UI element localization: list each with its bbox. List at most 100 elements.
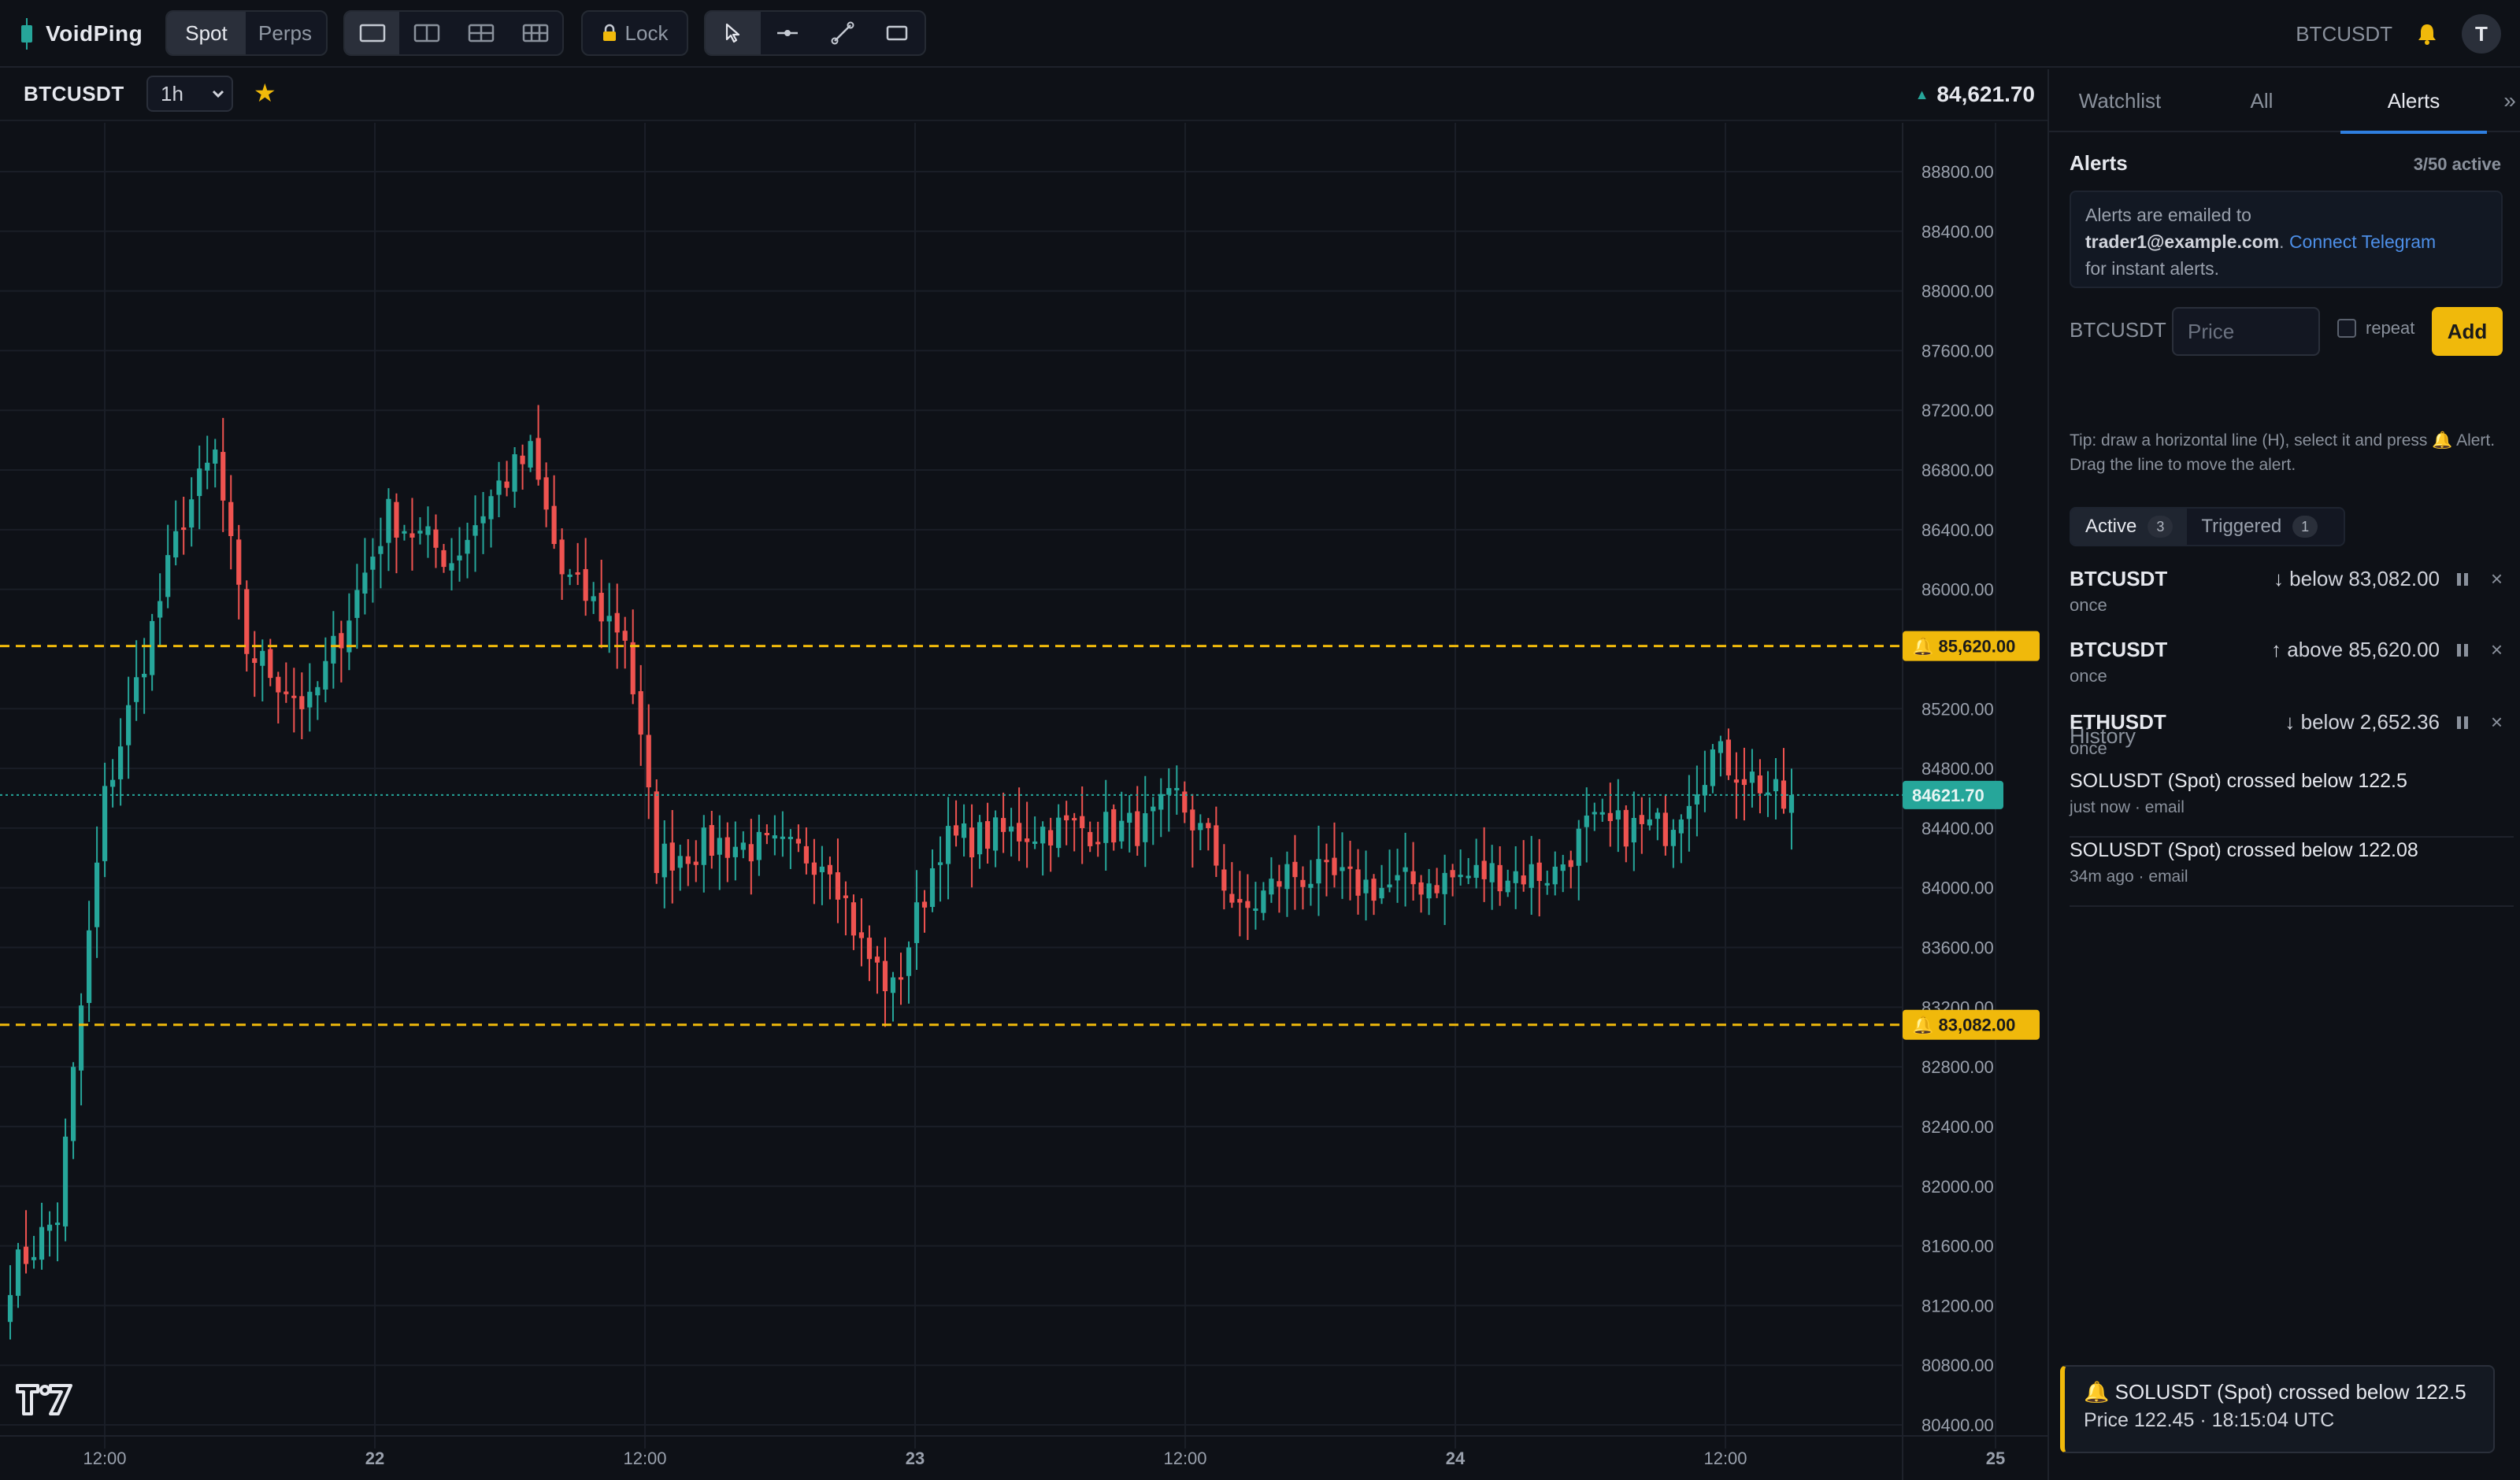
alert-condition: ↑ above 85,620.00 [2271,638,2440,661]
horizontal-line-tool-button[interactable] [761,12,816,54]
candle-body [811,862,817,875]
tab-all[interactable]: All [2250,88,2274,113]
candle-body [1773,779,1779,792]
lock-button[interactable]: Lock [583,12,687,54]
candle-body [1544,882,1550,886]
alert-frequency: once [2070,666,2107,686]
market-tab-spot[interactable]: Spot [167,12,246,54]
grid-six-layout-button[interactable] [508,12,562,54]
candle-body [1599,812,1605,815]
chart-symbol[interactable]: BTCUSDT [24,82,124,105]
tab-alerts[interactable]: Alerts [2340,69,2487,134]
candle-body [7,1295,13,1323]
candle-body [1088,831,1093,846]
candle-body [1473,864,1479,879]
candle-body [1040,827,1046,844]
x-axis-tick-label: 12:00 [83,1449,126,1468]
candle-body [748,844,754,862]
candle-body [1032,841,1038,844]
candle-body [1749,771,1755,783]
alert-toast[interactable]: 🔔 SOLUSDT (Spot) crossed below 122.5 Pri… [2060,1365,2495,1453]
candle-body [410,533,415,538]
candle-body [1576,828,1581,866]
grid-four-layout-button[interactable] [454,12,508,54]
candle-body [1718,741,1724,753]
favorite-star-icon[interactable]: ★ [254,79,276,107]
tab-triggered-alerts[interactable]: Triggered 1 [2187,509,2332,545]
pause-icon[interactable] [2457,573,2470,586]
close-icon[interactable]: × [2490,567,2503,590]
candle-body [1686,805,1692,820]
avatar[interactable]: T [2462,14,2501,54]
top-right-controls: BTCUSDT T [2296,14,2501,54]
alerts-info-box: Alerts are emailed to trader1@example.co… [2070,191,2503,288]
candle-body [1025,838,1030,842]
candle-body [504,481,510,488]
candle-body [102,786,108,861]
collapse-panel-icon[interactable]: » [2503,88,2516,113]
horizontal-line-icon [777,30,799,36]
single-layout-button[interactable] [345,12,399,54]
candle-body [898,977,904,980]
market-tab-perps[interactable]: Perps [258,20,312,45]
candle-body [701,827,706,865]
cursor-tool-button[interactable] [706,12,761,54]
repeat-option[interactable]: repeat [2337,318,2414,339]
tab-watchlist[interactable]: Watchlist [2078,88,2162,113]
active-symbol-label[interactable]: BTCUSDT [2296,21,2392,46]
repeat-label: repeat [2366,318,2415,338]
candle-body [764,832,769,835]
add-alert-button[interactable]: Add [2432,307,2503,356]
connect-telegram-link[interactable]: Connect Telegram [2288,231,2437,252]
candle-body [1340,867,1345,871]
candle-body [1371,879,1377,901]
trend-line-tool-button[interactable] [815,12,870,54]
rectangle-tool-button[interactable] [870,12,925,54]
candle-body [724,837,730,858]
candle-body [1481,860,1487,879]
candle-body [1056,817,1062,849]
toast-title: 🔔 SOLUSDT (Spot) crossed below 122.5 [2084,1378,2474,1406]
candle-body [819,866,825,872]
candlestick-chart[interactable]: 88800.00 88400.00 88000.00 87600.00 87200.00… [0,123,2048,1480]
alert-symbol: BTCUSDT [2070,567,2168,590]
candle-body [362,572,368,594]
candle-body [1269,879,1274,895]
last-price-value: 84,621.70 [1936,82,2035,106]
candle-body [1489,863,1495,882]
pause-icon[interactable] [2457,644,2470,657]
candle-body [654,791,659,873]
alert-row: BTCUSDT once ↓ below 83,082.00 × [2070,567,2511,630]
candle-body [1442,872,1447,894]
candle-body [299,696,305,709]
candle-body [1781,780,1787,809]
candle-body [1009,826,1014,832]
candle-body [953,825,959,836]
candle-body [646,734,651,788]
close-icon[interactable]: × [2490,710,2503,734]
pause-icon[interactable] [2457,716,2470,729]
candle-body [39,1227,45,1260]
price-chart[interactable]: 88800.00 88400.00 88000.00 87600.00 87200.00… [0,123,2048,1480]
candle-body [1395,875,1400,881]
candle-body [1324,860,1329,863]
candle-body [1733,779,1740,783]
repeat-checkbox[interactable] [2337,319,2356,338]
brand[interactable]: VoidPing [19,17,143,50]
candle-body [252,658,258,664]
candle-body [1647,819,1652,826]
candle-body [86,930,92,1004]
candle-body [520,455,525,464]
history-message: SOLUSDT (Spot) crossed below 122.5 [2070,770,2407,792]
interval-select[interactable]: 1h [146,76,233,112]
tab-active-alerts[interactable]: Active 3 [2071,509,2188,545]
alert-price-input[interactable] [2172,307,2320,356]
close-icon[interactable]: × [2490,638,2503,661]
bell-icon[interactable] [2416,22,2438,46]
candle-body [228,501,234,536]
trend-line-icon [831,21,854,45]
candle-body [543,477,549,510]
split-two-layout-button[interactable] [399,12,454,54]
candle-body [1284,864,1290,890]
alert-condition: ↓ below 83,082.00 [2273,567,2440,590]
